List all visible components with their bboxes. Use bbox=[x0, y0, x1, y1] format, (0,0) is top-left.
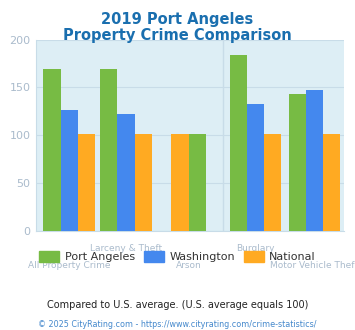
Bar bbox=[135, 134, 152, 231]
Bar bbox=[100, 69, 117, 231]
Bar bbox=[43, 69, 61, 231]
Text: Compared to U.S. average. (U.S. average equals 100): Compared to U.S. average. (U.S. average … bbox=[47, 300, 308, 310]
Text: Burglary: Burglary bbox=[236, 244, 275, 253]
Bar bbox=[264, 134, 282, 231]
Bar bbox=[306, 90, 323, 231]
Bar bbox=[117, 114, 135, 231]
Bar bbox=[289, 94, 306, 231]
Bar bbox=[189, 134, 206, 231]
Bar bbox=[247, 104, 264, 231]
Text: Property Crime Comparison: Property Crime Comparison bbox=[63, 28, 292, 43]
Bar bbox=[78, 134, 95, 231]
Text: © 2025 CityRating.com - https://www.cityrating.com/crime-statistics/: © 2025 CityRating.com - https://www.city… bbox=[38, 320, 317, 329]
Text: Larceny & Theft: Larceny & Theft bbox=[90, 244, 162, 253]
Bar bbox=[323, 134, 340, 231]
Text: All Property Crime: All Property Crime bbox=[28, 261, 110, 270]
Bar bbox=[171, 134, 189, 231]
Text: 2019 Port Angeles: 2019 Port Angeles bbox=[102, 12, 253, 26]
Text: Motor Vehicle Theft: Motor Vehicle Theft bbox=[271, 261, 355, 270]
Text: Arson: Arson bbox=[176, 261, 202, 270]
Bar bbox=[61, 111, 78, 231]
Bar bbox=[230, 55, 247, 231]
Legend: Port Angeles, Washington, National: Port Angeles, Washington, National bbox=[35, 247, 320, 267]
